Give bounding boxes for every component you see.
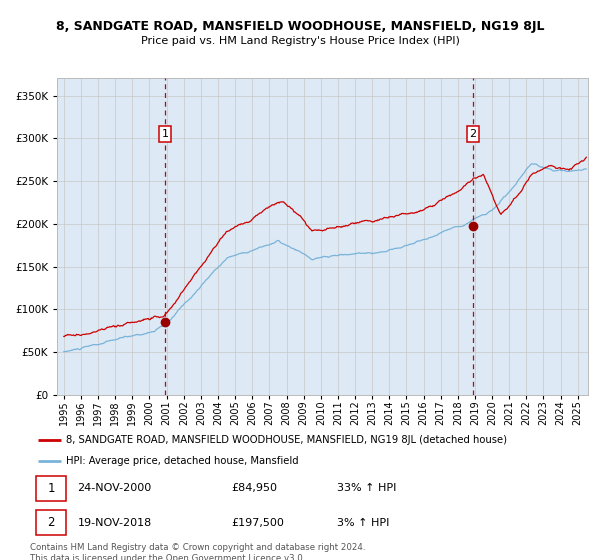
Text: 33% ↑ HPI: 33% ↑ HPI: [337, 483, 396, 493]
Text: Price paid vs. HM Land Registry's House Price Index (HPI): Price paid vs. HM Land Registry's House …: [140, 36, 460, 46]
Text: 1: 1: [47, 482, 55, 495]
Text: 3% ↑ HPI: 3% ↑ HPI: [337, 518, 389, 528]
FancyBboxPatch shape: [35, 510, 66, 535]
Text: 2: 2: [47, 516, 55, 529]
Text: 8, SANDGATE ROAD, MANSFIELD WOODHOUSE, MANSFIELD, NG19 8JL (detached house): 8, SANDGATE ROAD, MANSFIELD WOODHOUSE, M…: [66, 436, 507, 446]
Text: 2: 2: [469, 129, 476, 139]
Text: 8, SANDGATE ROAD, MANSFIELD WOODHOUSE, MANSFIELD, NG19 8JL: 8, SANDGATE ROAD, MANSFIELD WOODHOUSE, M…: [56, 20, 544, 32]
Text: 19-NOV-2018: 19-NOV-2018: [77, 518, 152, 528]
Text: £84,950: £84,950: [231, 483, 277, 493]
Text: £197,500: £197,500: [231, 518, 284, 528]
Text: 1: 1: [161, 129, 169, 139]
Text: Contains HM Land Registry data © Crown copyright and database right 2024.
This d: Contains HM Land Registry data © Crown c…: [30, 543, 365, 560]
Text: HPI: Average price, detached house, Mansfield: HPI: Average price, detached house, Mans…: [66, 456, 299, 466]
Text: 24-NOV-2000: 24-NOV-2000: [77, 483, 152, 493]
FancyBboxPatch shape: [35, 476, 66, 501]
